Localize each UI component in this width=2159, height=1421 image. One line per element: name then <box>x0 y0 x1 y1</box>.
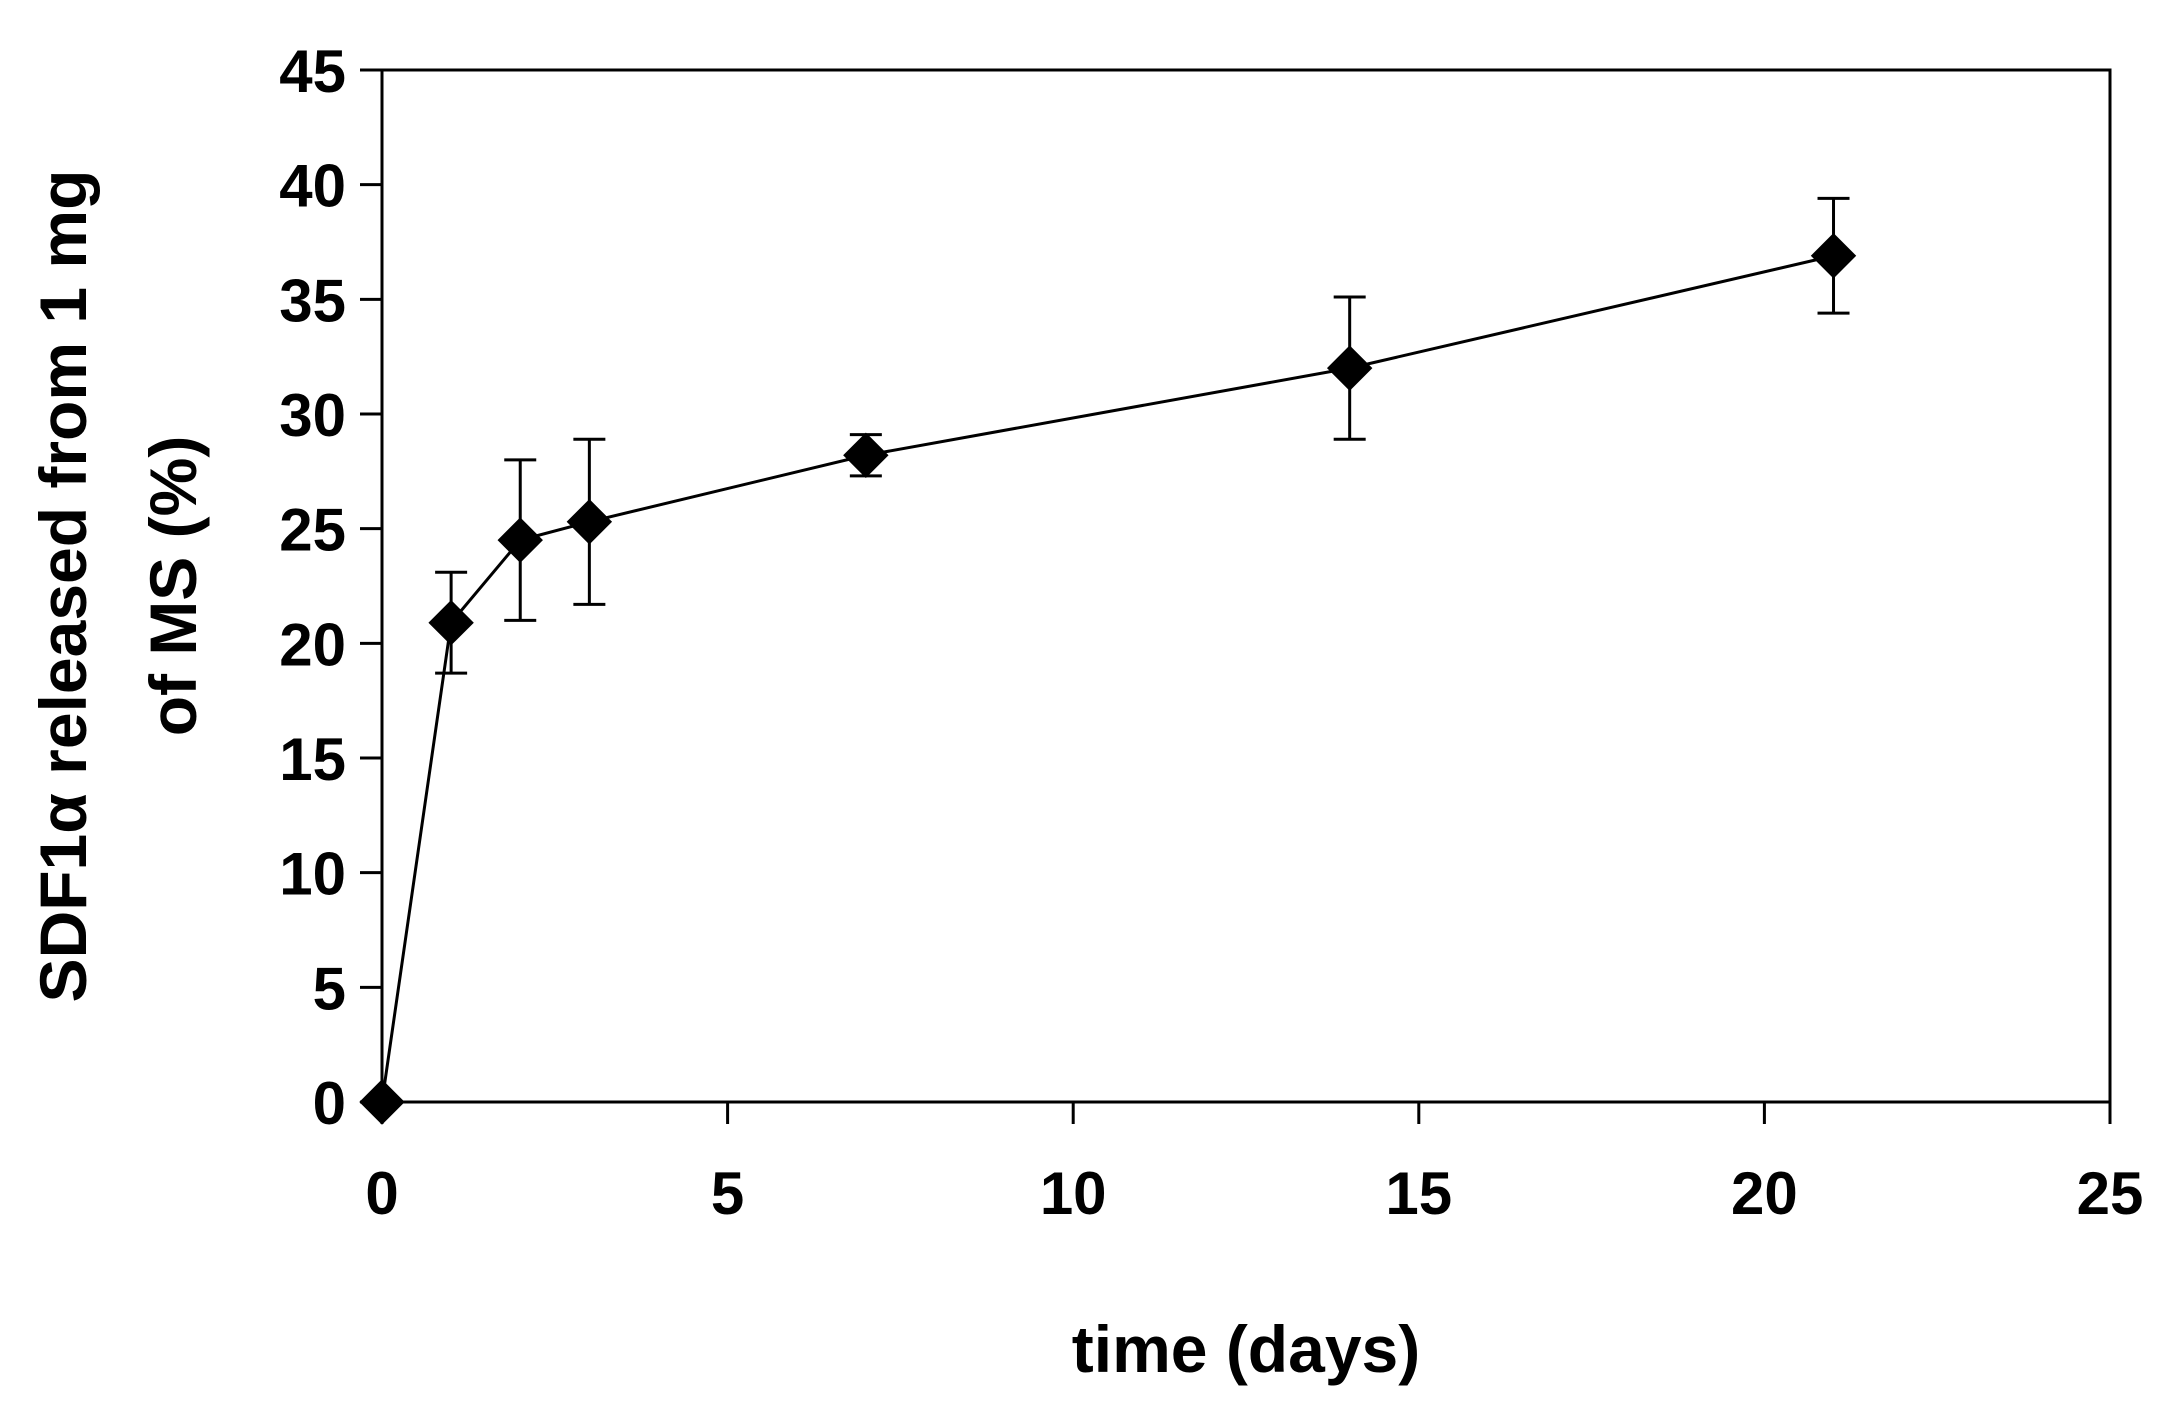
y-axis-label-line-2: of MS (%) <box>136 436 210 737</box>
x-tick-label: 10 <box>1040 1160 1107 1227</box>
y-tick-label: 15 <box>279 726 346 793</box>
series-line <box>380 254 1834 1103</box>
data-point-diamond <box>497 517 543 563</box>
y-tick-label: 35 <box>279 267 346 334</box>
y-axis-ticks: 0 5 10 15 20 25 30 35 40 45 <box>279 38 382 1137</box>
x-tick-label: 25 <box>2077 1160 2144 1227</box>
y-tick-label: 30 <box>279 382 346 449</box>
y-axis-label: SDF1α released from 1 mg of MS (%) <box>26 170 210 1003</box>
data-point-diamond <box>359 1079 405 1125</box>
y-tick-label: 5 <box>313 955 346 1022</box>
x-tick-label: 5 <box>711 1160 744 1227</box>
x-tick-label: 20 <box>1731 1160 1798 1227</box>
y-axis-label-line-1: SDF1α released from 1 mg <box>26 170 100 1003</box>
series-layer <box>359 196 1857 1125</box>
x-tick-label: 0 <box>365 1160 398 1227</box>
data-point-diamond <box>566 499 613 545</box>
x-axis-ticks: 0 5 10 15 20 25 <box>365 1102 2143 1227</box>
y-tick-label: 40 <box>279 153 346 220</box>
y-tick-label: 25 <box>279 497 346 564</box>
data-point-diamond <box>1326 345 1373 391</box>
plot-area-frame <box>380 68 2112 1104</box>
x-axis-label: time (days) <box>1072 1312 1420 1386</box>
data-point-diamond <box>1810 233 1857 279</box>
y-tick-label: 45 <box>279 38 346 105</box>
y-tick-label: 10 <box>279 841 346 908</box>
data-point-diamond <box>843 432 889 478</box>
data-point-diamond <box>428 599 474 646</box>
y-tick-label: 20 <box>279 611 346 678</box>
y-tick-label: 0 <box>313 1070 346 1137</box>
x-tick-label: 15 <box>1385 1160 1452 1227</box>
